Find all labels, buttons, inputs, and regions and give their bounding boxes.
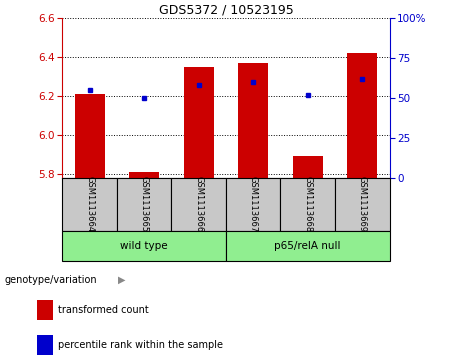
Bar [347, 53, 377, 178]
Text: GSM1113667: GSM1113667 [248, 176, 258, 232]
Text: percentile rank within the sample: percentile rank within the sample [58, 340, 223, 350]
Bar [183, 67, 213, 178]
Text: p65/relA null: p65/relA null [274, 241, 341, 251]
Bar [226, 231, 390, 261]
Text: GSM1113666: GSM1113666 [194, 176, 203, 232]
Text: ▶: ▶ [118, 275, 125, 285]
Text: GSM1113665: GSM1113665 [140, 176, 148, 232]
Bar [293, 156, 323, 178]
Text: GSM1113669: GSM1113669 [358, 176, 367, 232]
Bar [335, 178, 390, 231]
Text: GSM1113664: GSM1113664 [85, 176, 94, 232]
Bar [62, 178, 117, 231]
Text: transformed count: transformed count [58, 305, 148, 315]
Bar [37, 335, 53, 355]
Text: GSM1113668: GSM1113668 [303, 176, 312, 232]
Bar [238, 63, 268, 178]
Text: genotype/variation: genotype/variation [5, 275, 97, 285]
Bar [129, 172, 159, 178]
Bar [62, 231, 226, 261]
Bar [117, 178, 171, 231]
Title: GDS5372 / 10523195: GDS5372 / 10523195 [159, 4, 293, 17]
Bar [226, 178, 280, 231]
Bar [171, 178, 226, 231]
Text: wild type: wild type [120, 241, 168, 251]
Bar [280, 178, 335, 231]
Bar [37, 300, 53, 320]
Bar [75, 94, 105, 178]
